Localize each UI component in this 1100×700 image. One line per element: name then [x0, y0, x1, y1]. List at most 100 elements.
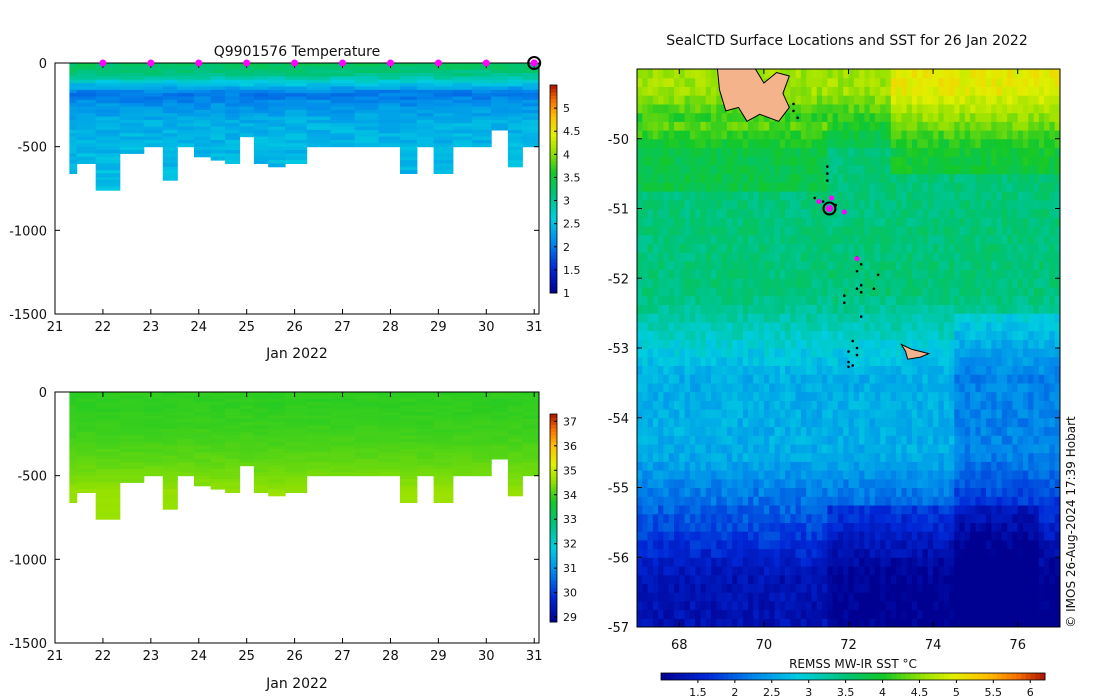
section-cell — [210, 432, 226, 437]
sst-cell — [700, 130, 707, 140]
sst-cell — [689, 138, 696, 149]
colorbar-segment — [550, 587, 557, 592]
sst-cell — [790, 531, 797, 541]
sst-cell — [663, 173, 670, 183]
sst-cell — [679, 435, 686, 445]
sst-cell — [848, 269, 855, 279]
section-cell — [285, 113, 308, 118]
sst-cell — [748, 208, 754, 218]
sst-cell — [779, 208, 786, 218]
sst-cell — [642, 103, 649, 114]
sst-cell — [885, 609, 892, 619]
sst-cell — [890, 600, 897, 611]
sst-cell — [695, 234, 702, 244]
section-cell — [507, 93, 523, 97]
sst-cell — [721, 356, 728, 366]
x-tick-label: 23 — [143, 320, 160, 335]
sst-cell — [790, 243, 797, 253]
sst-cell — [748, 487, 754, 497]
sst-cell — [832, 217, 839, 227]
sst-cell — [859, 260, 865, 271]
sst-cell — [806, 252, 813, 262]
sst-cell — [658, 548, 664, 558]
sst-cell — [758, 199, 765, 210]
section-cell — [119, 469, 145, 473]
section-cell — [285, 86, 308, 91]
sst-cell — [785, 391, 791, 401]
sst-cell — [642, 548, 649, 558]
section-cell — [522, 93, 539, 97]
sst-cell — [769, 278, 776, 288]
sst-cell — [795, 313, 802, 323]
sst-cell — [880, 321, 887, 332]
section-cell — [378, 442, 401, 447]
sst-cell — [864, 252, 871, 262]
sst-cell — [864, 278, 871, 288]
section-cell — [507, 129, 523, 134]
sst-cell — [890, 348, 897, 358]
sst-cell — [716, 566, 723, 576]
section-cell — [285, 448, 308, 453]
section-cell — [354, 438, 380, 443]
section-cell — [378, 119, 401, 124]
section-cell — [95, 472, 121, 477]
sst-cell — [885, 600, 892, 611]
section-cell — [162, 126, 178, 131]
section-cell — [69, 153, 78, 158]
sst-cell — [716, 496, 723, 506]
sst-cell — [832, 592, 839, 602]
sst-cell — [742, 330, 749, 340]
sst-cell — [795, 557, 802, 567]
section-cell — [268, 408, 286, 413]
sst-cell — [827, 478, 834, 489]
x-tick-label: 28 — [382, 320, 399, 335]
sst-cell — [637, 234, 643, 244]
section-cell — [210, 156, 226, 161]
section-cell — [210, 89, 226, 94]
section-cell — [522, 462, 539, 467]
sst-cell — [785, 452, 791, 462]
sst-cell — [795, 260, 802, 271]
sst-cell — [684, 609, 691, 619]
sst-cell — [663, 513, 670, 523]
section-cell — [330, 86, 356, 91]
section-cell — [522, 405, 539, 410]
section-cell — [177, 432, 195, 437]
sst-cell — [832, 365, 839, 375]
section-cell — [239, 113, 255, 118]
sst-cell — [753, 164, 760, 175]
sst-cell — [800, 182, 807, 192]
sst-cell — [753, 618, 760, 627]
sst-cell — [700, 443, 707, 454]
sst-cell — [748, 313, 754, 323]
sst-cell — [679, 470, 686, 480]
colorbar-frame — [549, 413, 558, 623]
sst-cell — [901, 504, 908, 515]
sst-cell — [769, 400, 776, 410]
sst-cell — [642, 557, 649, 567]
sst-cell — [795, 539, 802, 550]
sst-cell — [859, 356, 865, 366]
section-cell — [507, 485, 523, 490]
sst-cell — [874, 435, 881, 445]
section-cell — [253, 469, 269, 473]
sst-cell — [748, 130, 754, 140]
sst-cell — [785, 487, 791, 497]
sst-cell — [721, 199, 728, 210]
sst-cell — [674, 522, 680, 532]
sst-cell — [689, 487, 696, 497]
sst-cell — [800, 409, 807, 419]
section-cell — [285, 438, 308, 443]
sst-cell — [674, 243, 680, 253]
sst-cell — [652, 225, 659, 236]
sst-cell — [811, 618, 818, 627]
colorbar-tick-label: 30 — [563, 587, 577, 600]
sst-cell — [732, 365, 739, 375]
sst-cell — [674, 583, 680, 593]
section-cell — [268, 479, 286, 483]
x-tick-label: 30 — [478, 320, 495, 335]
colorbar-segment — [550, 195, 557, 200]
sst-cell — [705, 208, 712, 218]
sst-cell — [874, 191, 881, 201]
sst-cell — [827, 531, 834, 541]
